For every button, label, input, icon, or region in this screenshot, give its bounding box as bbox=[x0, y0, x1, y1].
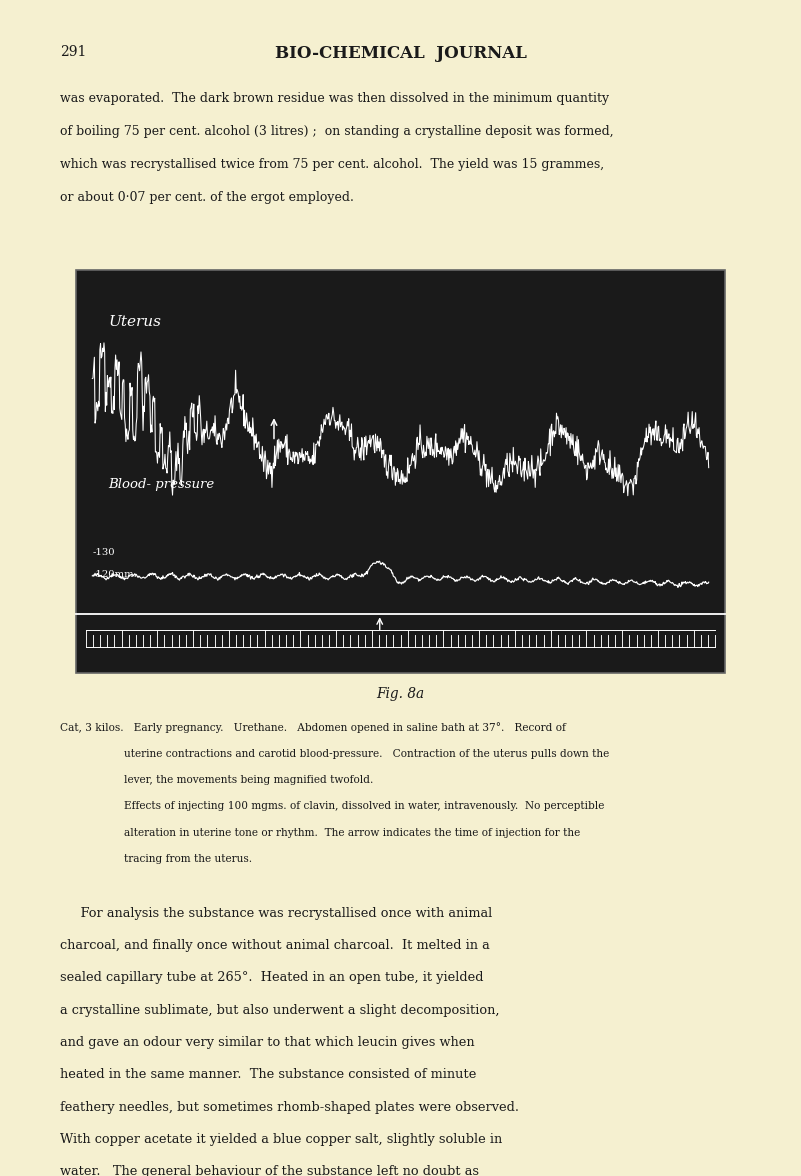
Text: heated in the same manner.  The substance consisted of minute: heated in the same manner. The substance… bbox=[60, 1068, 477, 1082]
Text: tracing from the uterus.: tracing from the uterus. bbox=[124, 854, 252, 864]
Text: water.   The general behaviour of the substance left no doubt as: water. The general behaviour of the subs… bbox=[60, 1165, 479, 1176]
Text: feathery needles, but sometimes rhomb-shaped plates were observed.: feathery needles, but sometimes rhomb-sh… bbox=[60, 1101, 519, 1114]
Text: -120mm.: -120mm. bbox=[92, 569, 137, 579]
Text: sealed capillary tube at 265°.  Heated in an open tube, it yielded: sealed capillary tube at 265°. Heated in… bbox=[60, 971, 484, 984]
Text: Fig. 8a: Fig. 8a bbox=[376, 687, 425, 701]
Text: and gave an odour very similar to that which leucin gives when: and gave an odour very similar to that w… bbox=[60, 1036, 475, 1049]
Text: 291: 291 bbox=[60, 45, 87, 59]
Bar bbox=[76, 270, 725, 673]
Text: Blood- pressure: Blood- pressure bbox=[109, 477, 215, 490]
Text: which was recrystallised twice from 75 per cent. alcohol.  The yield was 15 gram: which was recrystallised twice from 75 p… bbox=[60, 158, 604, 171]
Text: of boiling 75 per cent. alcohol (3 litres) ;  on standing a crystalline deposit : of boiling 75 per cent. alcohol (3 litre… bbox=[60, 125, 614, 138]
Text: BIO-CHEMICAL  JOURNAL: BIO-CHEMICAL JOURNAL bbox=[275, 45, 526, 61]
Text: Effects of injecting 100 mgms. of clavin, dissolved in water, intravenously.  No: Effects of injecting 100 mgms. of clavin… bbox=[124, 802, 605, 811]
Text: -130: -130 bbox=[92, 548, 115, 556]
Text: With copper acetate it yielded a blue copper salt, slightly soluble in: With copper acetate it yielded a blue co… bbox=[60, 1134, 502, 1147]
Text: lever, the movements being magnified twofold.: lever, the movements being magnified two… bbox=[124, 775, 373, 786]
Text: charcoal, and finally once without animal charcoal.  It melted in a: charcoal, and finally once without anima… bbox=[60, 938, 490, 953]
Text: uterine contractions and carotid blood-pressure.   Contraction of the uterus pul: uterine contractions and carotid blood-p… bbox=[124, 749, 610, 759]
Text: For analysis the substance was recrystallised once with animal: For analysis the substance was recrystal… bbox=[60, 907, 493, 920]
Text: Cat, 3 kilos.   Early pregnancy.   Urethane.   Abdomen opened in saline bath at : Cat, 3 kilos. Early pregnancy. Urethane.… bbox=[60, 722, 566, 733]
Text: Uterus: Uterus bbox=[109, 315, 162, 329]
Text: a crystalline sublimate, but also underwent a slight decomposition,: a crystalline sublimate, but also underw… bbox=[60, 1003, 500, 1017]
Text: alteration in uterine tone or rhythm.  The arrow indicates the time of injection: alteration in uterine tone or rhythm. Th… bbox=[124, 828, 581, 838]
Text: was evaporated.  The dark brown residue was then dissolved in the minimum quanti: was evaporated. The dark brown residue w… bbox=[60, 92, 610, 105]
Text: or about 0·07 per cent. of the ergot employed.: or about 0·07 per cent. of the ergot emp… bbox=[60, 191, 354, 203]
